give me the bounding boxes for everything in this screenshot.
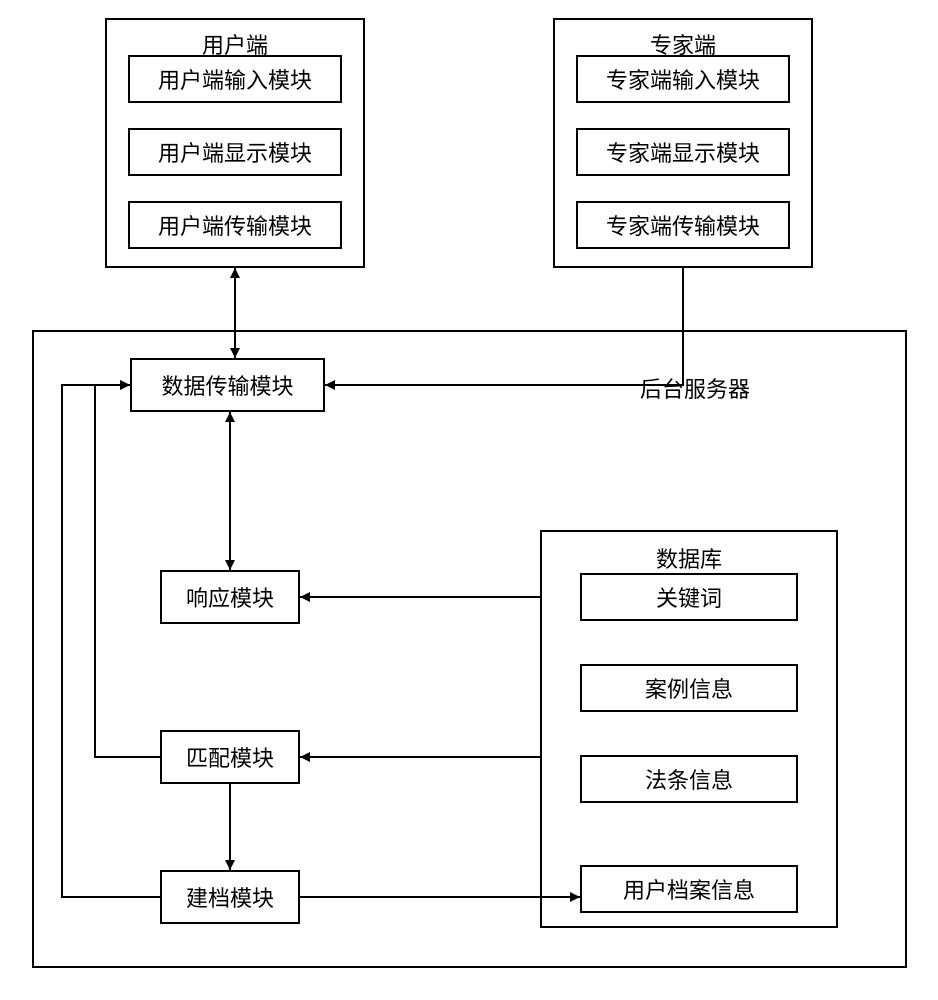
database-title: 数据库 [542,542,836,574]
user-input-module: 用户端输入模块 [128,55,342,103]
user-input-module-label: 用户端输入模块 [158,63,312,95]
database-user-archive-label: 用户档案信息 [623,873,755,905]
user-display-module: 用户端显示模块 [128,128,342,176]
match-label: 匹配模块 [186,741,274,773]
server-label: 后台服务器 [640,372,750,404]
response-label: 响应模块 [186,581,274,613]
database-case-label: 案例信息 [645,672,733,704]
archive-label: 建档模块 [186,881,274,913]
user-transfer-module-label: 用户端传输模块 [158,209,312,241]
database-law: 法条信息 [580,755,798,803]
match-module: 匹配模块 [160,730,300,784]
data-transfer-module: 数据传输模块 [130,358,325,412]
database-law-label: 法条信息 [645,763,733,795]
expert-input-module-label: 专家端输入模块 [606,63,760,95]
expert-input-module: 专家端输入模块 [576,55,790,103]
expert-display-module: 专家端显示模块 [576,128,790,176]
expert-transfer-module-label: 专家端传输模块 [606,209,760,241]
database-user-archive: 用户档案信息 [580,865,798,913]
user-display-module-label: 用户端显示模块 [158,136,312,168]
database-keyword-label: 关键词 [656,581,722,613]
data-transfer-label: 数据传输模块 [161,369,293,401]
response-module: 响应模块 [160,570,300,624]
expert-transfer-module: 专家端传输模块 [576,201,790,249]
expert-display-module-label: 专家端显示模块 [606,136,760,168]
archive-module: 建档模块 [160,870,300,924]
database-keyword: 关键词 [580,573,798,621]
user-transfer-module: 用户端传输模块 [128,201,342,249]
database-case: 案例信息 [580,664,798,712]
